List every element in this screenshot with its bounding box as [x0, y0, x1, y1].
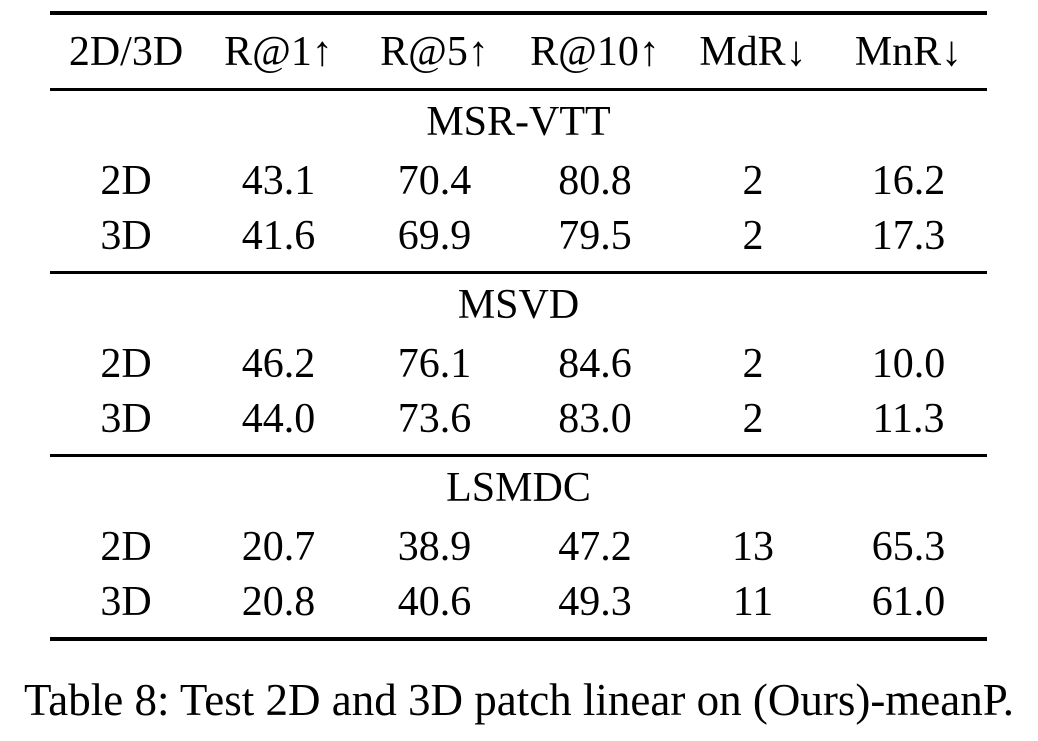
table-cell: 46.2 [241, 340, 316, 387]
table-cell: 43.1 [241, 157, 316, 204]
table-cell: 61.0 [871, 578, 946, 625]
table-header-row: 2D/3D R@1↑ R@5↑ R@10↑ MdR↓ MnR↓ [50, 15, 987, 88]
table-cell: 20.7 [241, 523, 316, 570]
section-header-msrvtt: MSR-VTT [426, 99, 611, 145]
table-cell: 11 [732, 578, 774, 625]
table-cell: 47.2 [558, 523, 632, 570]
table-cell: 76.1 [397, 340, 472, 387]
column-header-r5: R@5↑ [380, 28, 489, 75]
column-header-mnr: MnR↓ [854, 28, 963, 75]
column-header-r1: R@1↑ [224, 28, 333, 75]
table-cell: 80.8 [558, 157, 632, 204]
table-cell: 16.2 [871, 157, 946, 204]
table-cell: 41.6 [241, 212, 316, 259]
column-header-2d3d: 2D/3D [68, 28, 184, 75]
table-cell: 73.6 [397, 395, 472, 442]
table-row: 3D 44.0 73.6 83.0 2 11.3 [50, 391, 987, 446]
column-header-r10: R@10↑ [530, 28, 660, 75]
section-msrvtt: MSR-VTT 2D 43.1 70.4 80.8 2 16.2 3D 41.6… [50, 91, 987, 271]
table-cell: 17.3 [871, 212, 946, 259]
table-cell: 2D [100, 523, 152, 570]
table-cell: 2 [742, 212, 764, 259]
table-row: 3D 41.6 69.9 79.5 2 17.3 [50, 208, 987, 263]
table-cell: 49.3 [558, 578, 632, 625]
table-cell: 3D [100, 578, 152, 625]
table-rule-mid-1 [50, 271, 987, 274]
table-cell: 38.9 [397, 523, 472, 570]
table-cell: 84.6 [558, 340, 632, 387]
section-header-msvd: MSVD [457, 282, 580, 328]
table-rule-below-header [50, 88, 987, 91]
table-row: 2D 20.7 38.9 47.2 13 65.3 [50, 519, 987, 574]
table-cell: 70.4 [397, 157, 472, 204]
table-cell: 11.3 [872, 395, 945, 442]
table-cell: 13 [732, 523, 774, 570]
table-cell: 2 [742, 157, 764, 204]
table-cell: 79.5 [558, 212, 632, 259]
table-row: 2D 43.1 70.4 80.8 2 16.2 [50, 153, 987, 208]
section-lsmdc: LSMDC 2D 20.7 38.9 47.2 13 65.3 3D 20.8 … [50, 457, 987, 637]
table-row: 2D 46.2 76.1 84.6 2 10.0 [50, 336, 987, 391]
column-header-mdr: MdR↓ [699, 28, 807, 75]
table-cell: 2 [742, 395, 764, 442]
table-cell: 69.9 [397, 212, 472, 259]
table-rule-mid-2 [50, 454, 987, 457]
table-cell: 44.0 [241, 395, 316, 442]
section-msvd: MSVD 2D 46.2 76.1 84.6 2 10.0 3D 44.0 73… [50, 274, 987, 454]
section-header-lsmdc: LSMDC [446, 465, 591, 511]
table-cell: 3D [100, 395, 152, 442]
table-cell: 3D [100, 212, 152, 259]
table-cell: 83.0 [558, 395, 632, 442]
table-cell: 40.6 [397, 578, 472, 625]
table-cell: 10.0 [871, 340, 946, 387]
table-cell: 65.3 [871, 523, 946, 570]
table-rule-bottom [50, 637, 987, 641]
table-cell: 2 [742, 340, 764, 387]
table-caption: Table 8: Test 2D and 3D patch linear on … [23, 675, 1015, 725]
table-cell: 20.8 [241, 578, 316, 625]
table-rule-top [50, 11, 987, 15]
table-row: 3D 20.8 40.6 49.3 11 61.0 [50, 574, 987, 629]
results-table: 2D/3D R@1↑ R@5↑ R@10↑ MdR↓ MnR↓ MSR-VTT … [50, 11, 987, 641]
table-cell: 2D [100, 340, 152, 387]
table-cell: 2D [100, 157, 152, 204]
